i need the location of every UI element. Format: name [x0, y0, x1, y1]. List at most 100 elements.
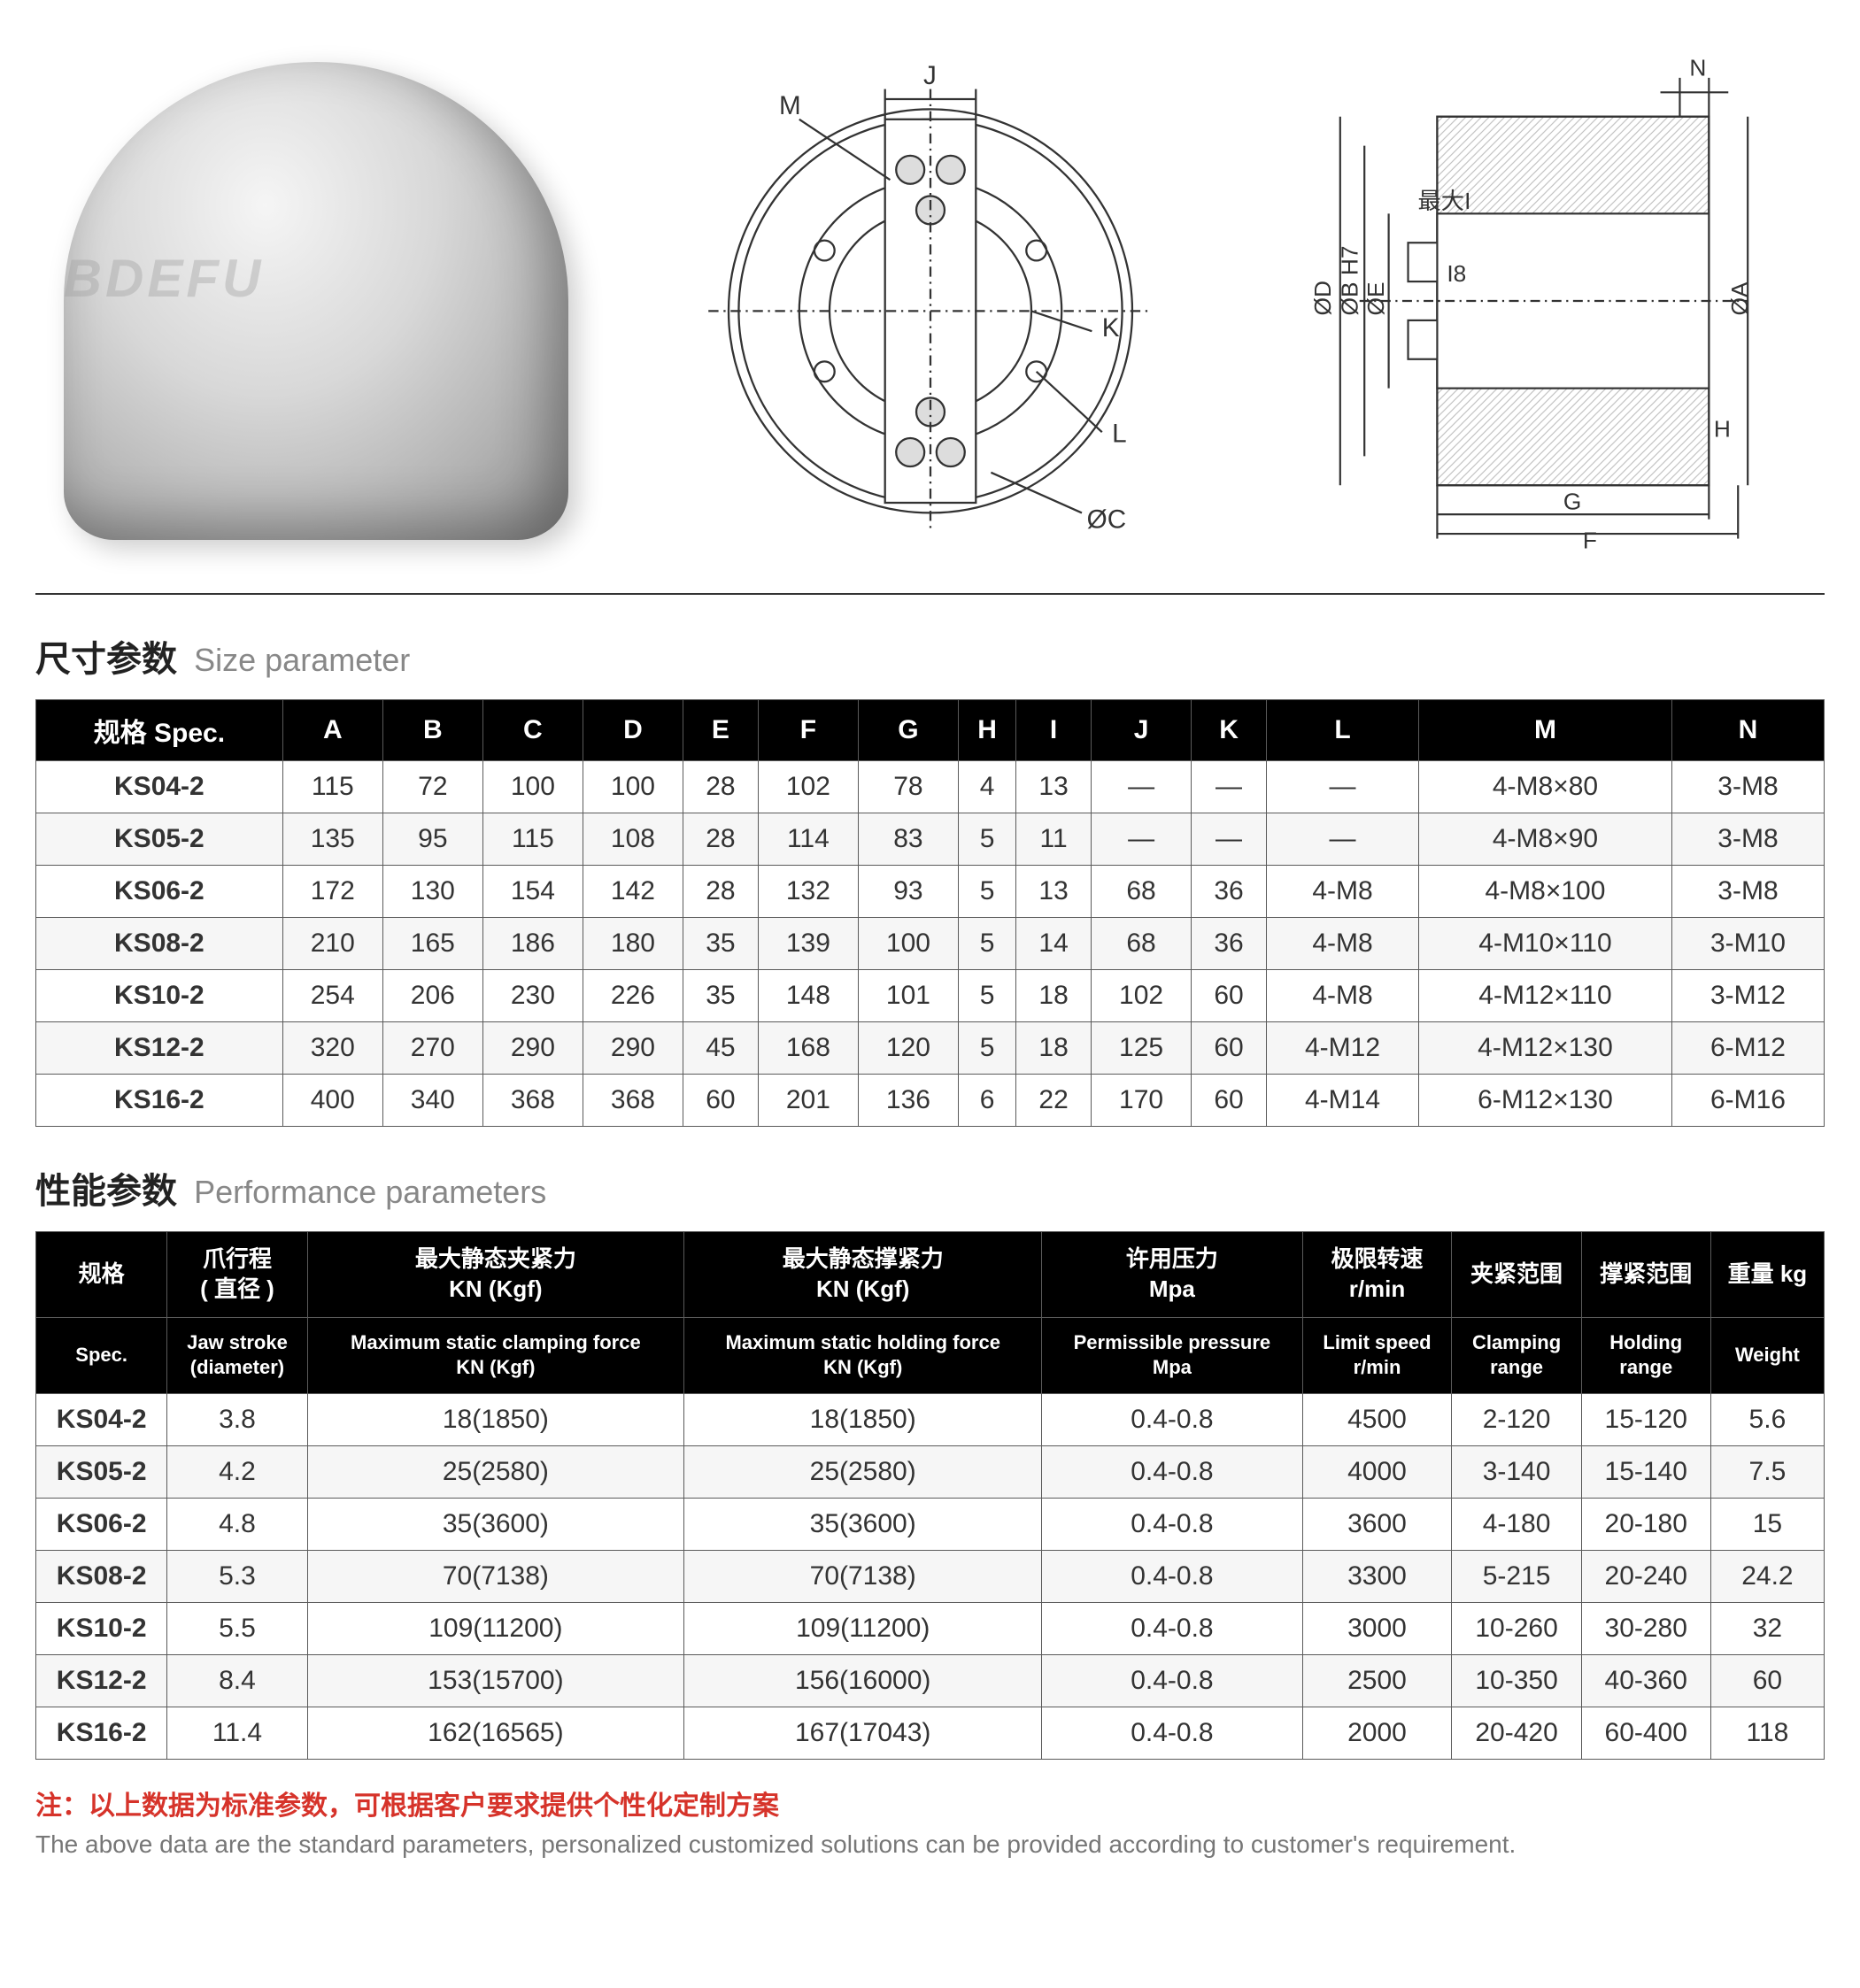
data-cell: 4-180 — [1452, 1498, 1581, 1550]
data-cell: 0.4-0.8 — [1042, 1393, 1302, 1445]
spec-cell: KS06-2 — [36, 1498, 167, 1550]
table-row: KS05-24.225(2580)25(2580)0.4-0.840003-14… — [36, 1445, 1825, 1498]
label-N: N — [1690, 55, 1707, 81]
size-col-D: D — [583, 700, 683, 761]
data-cell: — — [1092, 813, 1192, 866]
data-cell: 4.2 — [167, 1445, 307, 1498]
footnote: 注：以上数据为标准参数，可根据客户要求提供个性化定制方案 The above d… — [35, 1786, 1825, 1863]
data-cell: 3-140 — [1452, 1445, 1581, 1498]
data-cell: 4500 — [1302, 1393, 1452, 1445]
data-cell: 115 — [482, 813, 583, 866]
data-cell: 28 — [683, 866, 758, 918]
data-cell: 35 — [683, 918, 758, 970]
perf-col-cn-4: 许用压力Mpa — [1042, 1232, 1302, 1318]
size-col-N: N — [1671, 700, 1824, 761]
size-col-spec: 规格 Spec. — [36, 700, 283, 761]
data-cell: 206 — [382, 970, 482, 1022]
data-cell: 2-120 — [1452, 1393, 1581, 1445]
data-cell: 135 — [282, 813, 382, 866]
data-cell: 18(1850) — [684, 1393, 1042, 1445]
size-col-L: L — [1267, 700, 1419, 761]
spec-cell: KS12-2 — [36, 1654, 167, 1707]
label-phiA: ØA — [1726, 281, 1753, 315]
data-cell: 95 — [382, 813, 482, 866]
data-cell: 368 — [583, 1075, 683, 1127]
data-cell: 30-280 — [1581, 1602, 1710, 1654]
data-cell: 4-M12 — [1267, 1022, 1419, 1075]
label-maxI: 最大I — [1418, 188, 1471, 214]
spec-cell: KS12-2 — [36, 1022, 283, 1075]
data-cell: 5.5 — [167, 1602, 307, 1654]
size-col-E: E — [683, 700, 758, 761]
data-cell: 60 — [683, 1075, 758, 1127]
data-cell: 18 — [1016, 970, 1092, 1022]
data-cell: — — [1192, 761, 1267, 813]
data-cell: — — [1267, 761, 1419, 813]
data-cell: 4-M8×80 — [1419, 761, 1672, 813]
performance-parameter-table: 规格爪行程( 直径 )最大静态夹紧力KN (Kgf)最大静态撑紧力KN (Kgf… — [35, 1231, 1825, 1760]
table-row: KS10-25.5109(11200)109(11200)0.4-0.83000… — [36, 1602, 1825, 1654]
data-cell: 20-420 — [1452, 1707, 1581, 1759]
data-cell: 25(2580) — [684, 1445, 1042, 1498]
data-cell: 167(17043) — [684, 1707, 1042, 1759]
data-cell: 132 — [758, 866, 858, 918]
data-cell: 154 — [482, 866, 583, 918]
data-cell: 3.8 — [167, 1393, 307, 1445]
data-cell: 35(3600) — [684, 1498, 1042, 1550]
data-cell: 3-M8 — [1671, 761, 1824, 813]
label-K: K — [1101, 313, 1119, 343]
perf-title-en: Performance parameters — [194, 1174, 546, 1210]
spec-cell: KS05-2 — [36, 813, 283, 866]
separator — [35, 593, 1825, 595]
data-cell: 11.4 — [167, 1707, 307, 1759]
data-cell: 186 — [482, 918, 583, 970]
data-cell: 4-M12×110 — [1419, 970, 1672, 1022]
data-cell: 226 — [583, 970, 683, 1022]
perf-col-en-4: Permissible pressureMpa — [1042, 1317, 1302, 1393]
data-cell: 5 — [958, 813, 1015, 866]
data-cell: 28 — [683, 813, 758, 866]
data-cell: 100 — [583, 761, 683, 813]
data-cell: 5-215 — [1452, 1550, 1581, 1602]
spec-cell: KS10-2 — [36, 1602, 167, 1654]
data-cell: 5 — [958, 866, 1015, 918]
data-cell: 139 — [758, 918, 858, 970]
data-cell: 5 — [958, 1022, 1015, 1075]
data-cell: 83 — [858, 813, 958, 866]
perf-col-en-2: Maximum static clamping forceKN (Kgf) — [307, 1317, 684, 1393]
data-cell: 0.4-0.8 — [1042, 1602, 1302, 1654]
data-cell: 6-M12 — [1671, 1022, 1824, 1075]
data-cell: 4-M8×90 — [1419, 813, 1672, 866]
data-cell: 230 — [482, 970, 583, 1022]
data-cell: 15 — [1710, 1498, 1824, 1550]
data-cell: 4-M8×100 — [1419, 866, 1672, 918]
data-cell: 13 — [1016, 761, 1092, 813]
table-row: KS12-28.4153(15700)156(16000)0.4-0.82500… — [36, 1654, 1825, 1707]
data-cell: 24.2 — [1710, 1550, 1824, 1602]
perf-col-cn-3: 最大静态撑紧力KN (Kgf) — [684, 1232, 1042, 1318]
data-cell: 4-M8 — [1267, 866, 1419, 918]
data-cell: 35(3600) — [307, 1498, 684, 1550]
table-row: KS04-23.818(1850)18(1850)0.4-0.845002-12… — [36, 1393, 1825, 1445]
label-phiB: ØB H7 — [1337, 246, 1363, 316]
section-title-size: 尺寸参数 Size parameter — [35, 630, 1825, 682]
data-cell: 156(16000) — [684, 1654, 1042, 1707]
size-col-J: J — [1092, 700, 1192, 761]
label-J: J — [923, 61, 937, 90]
data-cell: 201 — [758, 1075, 858, 1127]
table-row: KS08-25.370(7138)70(7138)0.4-0.833005-21… — [36, 1550, 1825, 1602]
data-cell: 4-M10×110 — [1419, 918, 1672, 970]
data-cell: 0.4-0.8 — [1042, 1498, 1302, 1550]
size-col-B: B — [382, 700, 482, 761]
data-cell: 70(7138) — [307, 1550, 684, 1602]
section-title-perf: 性能参数 Performance parameters — [35, 1162, 1825, 1214]
data-cell: 5 — [958, 970, 1015, 1022]
data-cell: 13 — [1016, 866, 1092, 918]
perf-col-en-5: Limit speedr/min — [1302, 1317, 1452, 1393]
label-F: F — [1583, 528, 1597, 553]
data-cell: 4-M8 — [1267, 970, 1419, 1022]
data-cell: 5.3 — [167, 1550, 307, 1602]
table-row: KS05-2135951151082811483511———4-M8×903-M… — [36, 813, 1825, 866]
data-cell: — — [1092, 761, 1192, 813]
data-cell: 270 — [382, 1022, 482, 1075]
